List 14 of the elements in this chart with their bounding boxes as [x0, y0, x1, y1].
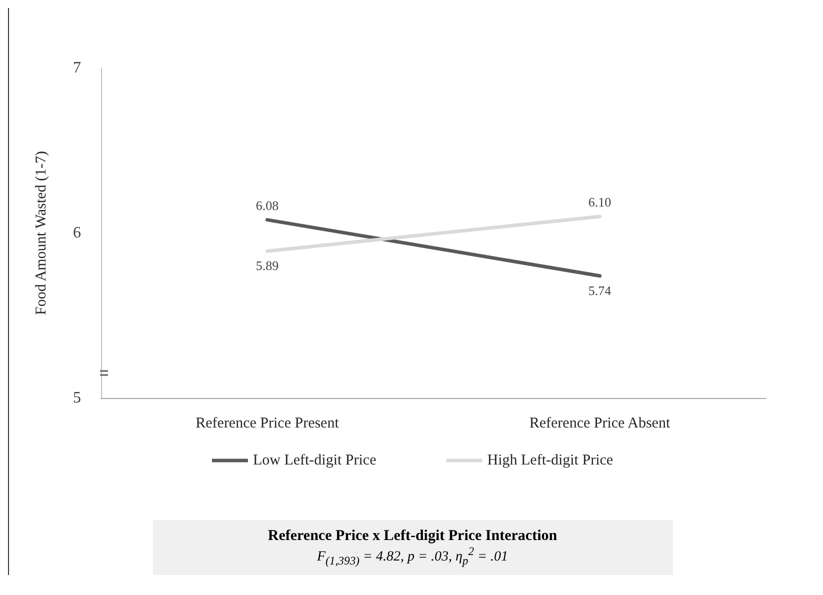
legend-label: High Left-digit Price	[487, 452, 614, 468]
data-label: 5.74	[588, 282, 612, 298]
y-tick-label: 7	[73, 60, 81, 76]
data-label: 6.08	[256, 198, 279, 213]
legend-label: Low Left-digit Price	[252, 452, 377, 468]
y-tick-label: 6	[73, 224, 81, 242]
y-tick-label: 5	[73, 390, 81, 406]
x-tick-label: Reference Price Absent	[529, 416, 671, 432]
data-label: 6.10	[588, 194, 612, 210]
data-label: 5.89	[256, 258, 279, 274]
text: Reference Price x Left-digit Price Interaction	[266, 528, 558, 545]
x-tick-label: Reference Price Present	[196, 416, 340, 432]
text: F$_{(1,393)}$ = 4.82, p = .03, η$_{p}$$^{2}$ = .01	[316, 545, 509, 568]
y-axis-title: Food Amount Wasted (1-7)	[34, 151, 50, 315]
